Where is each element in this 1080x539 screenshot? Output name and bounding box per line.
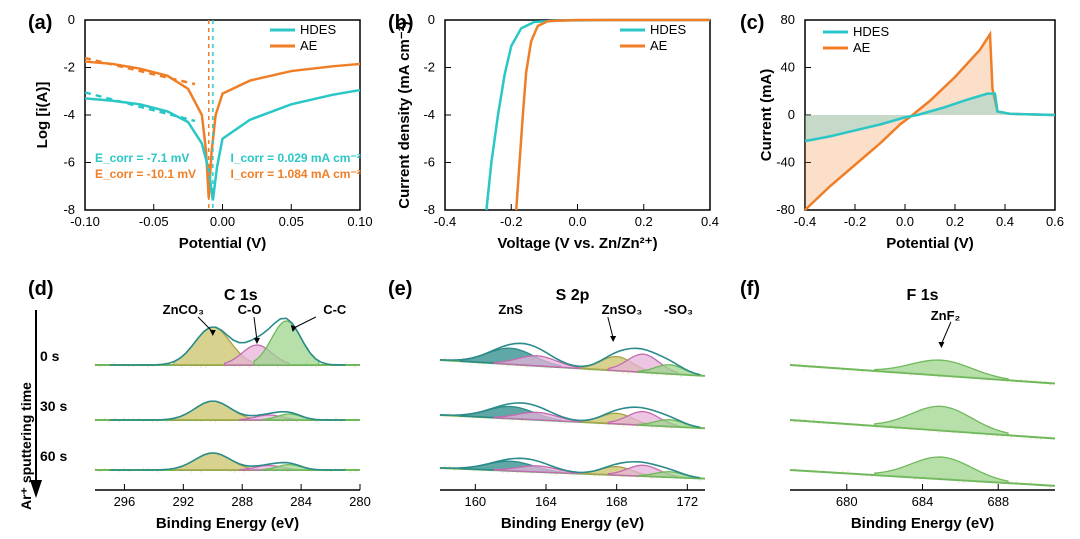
svg-text:-8: -8 (423, 202, 435, 217)
svg-text:-0.4: -0.4 (794, 214, 816, 229)
svg-text:E_corr = -10.1 mV: E_corr = -10.1 mV (95, 167, 196, 181)
svg-text:AE: AE (300, 38, 318, 53)
svg-text:0.0: 0.0 (896, 214, 914, 229)
panel-label-f: (f) (740, 278, 760, 301)
svg-text:-4: -4 (63, 107, 75, 122)
svg-text:172: 172 (676, 494, 698, 509)
svg-text:Binding Energy (eV): Binding Energy (eV) (851, 515, 994, 532)
svg-text:288: 288 (231, 494, 253, 509)
svg-text:Voltage (V vs. Zn/Zn²⁺): Voltage (V vs. Zn/Zn²⁺) (497, 235, 657, 252)
svg-text:AE: AE (650, 38, 668, 53)
svg-text:0.4: 0.4 (701, 214, 719, 229)
xps-f1s: 680 684 688 Binding Energy (eV) F 1s ZnF₂ (780, 280, 1060, 535)
svg-text:0.00: 0.00 (210, 214, 235, 229)
svg-text:0.05: 0.05 (279, 214, 304, 229)
svg-text:-0.4: -0.4 (434, 214, 456, 229)
svg-text:Binding Energy (eV): Binding Energy (eV) (156, 515, 299, 532)
time-60s: 60 s (40, 448, 67, 464)
cv-plot: -0.4-0.20.00.20.40.6-80-4004080Potential… (755, 15, 1060, 255)
svg-text:HDES: HDES (853, 24, 889, 39)
svg-text:-SO₃: -SO₃ (664, 302, 693, 317)
svg-text:168: 168 (606, 494, 628, 509)
svg-text:I_corr = 0.029 mA cm⁻²: I_corr = 0.029 mA cm⁻² (231, 151, 361, 165)
svg-text:HDES: HDES (650, 22, 686, 37)
svg-text:680: 680 (836, 494, 858, 509)
svg-text:0.10: 0.10 (347, 214, 372, 229)
svg-text:688: 688 (987, 494, 1009, 509)
svg-text:-6: -6 (423, 155, 435, 170)
svg-text:684: 684 (912, 494, 934, 509)
svg-text:160: 160 (464, 494, 486, 509)
xps-c1s: 296292288284280Binding Energy (eV)C 1sZn… (85, 280, 365, 535)
svg-text:C-O: C-O (238, 302, 262, 317)
svg-text:0: 0 (428, 12, 435, 27)
time-30s: 30 s (40, 398, 67, 414)
svg-text:Potential (V): Potential (V) (886, 235, 974, 252)
panel-label-e: (e) (388, 278, 412, 301)
svg-text:Log [i(A)]: Log [i(A)] (34, 82, 51, 149)
svg-text:80: 80 (781, 12, 795, 27)
svg-text:ZnF₂: ZnF₂ (931, 308, 961, 323)
panel-label-d: (d) (28, 278, 54, 301)
svg-text:I_corr = 1.084 mA cm⁻²: I_corr = 1.084 mA cm⁻² (231, 167, 361, 181)
svg-text:164: 164 (535, 494, 557, 509)
svg-text:0.2: 0.2 (635, 214, 653, 229)
svg-text:-8: -8 (63, 202, 75, 217)
svg-text:-6: -6 (63, 155, 75, 170)
svg-text:0.0: 0.0 (568, 214, 586, 229)
svg-text:Current (mA): Current (mA) (758, 69, 775, 162)
svg-text:-0.2: -0.2 (844, 214, 866, 229)
svg-text:-0.05: -0.05 (139, 214, 169, 229)
svg-text:280: 280 (349, 494, 371, 509)
svg-text:ZnCO₃: ZnCO₃ (163, 302, 204, 317)
svg-text:-40: -40 (776, 155, 795, 170)
svg-text:-0.2: -0.2 (500, 214, 522, 229)
svg-text:S 2p: S 2p (556, 287, 590, 304)
svg-text:HDES: HDES (300, 22, 336, 37)
svg-text:C-C: C-C (323, 302, 347, 317)
svg-text:-2: -2 (63, 60, 75, 75)
lsv-plot: -0.4-0.20.00.20.4-8-6-4-20Voltage (V vs.… (390, 15, 715, 255)
svg-text:E_corr = -7.1 mV: E_corr = -7.1 mV (95, 151, 189, 165)
svg-text:Potential (V): Potential (V) (179, 235, 267, 252)
svg-text:-2: -2 (423, 60, 435, 75)
svg-text:0.2: 0.2 (946, 214, 964, 229)
svg-text:0: 0 (68, 12, 75, 27)
svg-text:Binding Energy (eV): Binding Energy (eV) (501, 515, 644, 532)
svg-text:-80: -80 (776, 202, 795, 217)
svg-text:0.4: 0.4 (996, 214, 1014, 229)
svg-text:292: 292 (172, 494, 194, 509)
svg-text:40: 40 (781, 60, 795, 75)
time-0s: 0 s (40, 348, 59, 364)
sputter-arrow-icon (30, 310, 42, 500)
svg-text:284: 284 (290, 494, 312, 509)
svg-text:0: 0 (788, 107, 795, 122)
svg-text:ZnS: ZnS (498, 302, 523, 317)
svg-text:0.6: 0.6 (1046, 214, 1064, 229)
xps-s2p: 160 164 168 172 Binding Energy (eV) S 2p ZnS Zn… (430, 280, 710, 535)
svg-text:ZnSO₃: ZnSO₃ (602, 302, 643, 317)
svg-text:AE: AE (853, 40, 871, 55)
tafel-plot: -0.10-0.050.000.050.10-8-6-4-20Potential… (30, 15, 365, 255)
svg-text:Current density (mA cm⁻²): Current density (mA cm⁻²) (396, 21, 413, 208)
svg-text:296: 296 (114, 494, 136, 509)
svg-text:-4: -4 (423, 107, 435, 122)
svg-text:F 1s: F 1s (906, 287, 938, 304)
